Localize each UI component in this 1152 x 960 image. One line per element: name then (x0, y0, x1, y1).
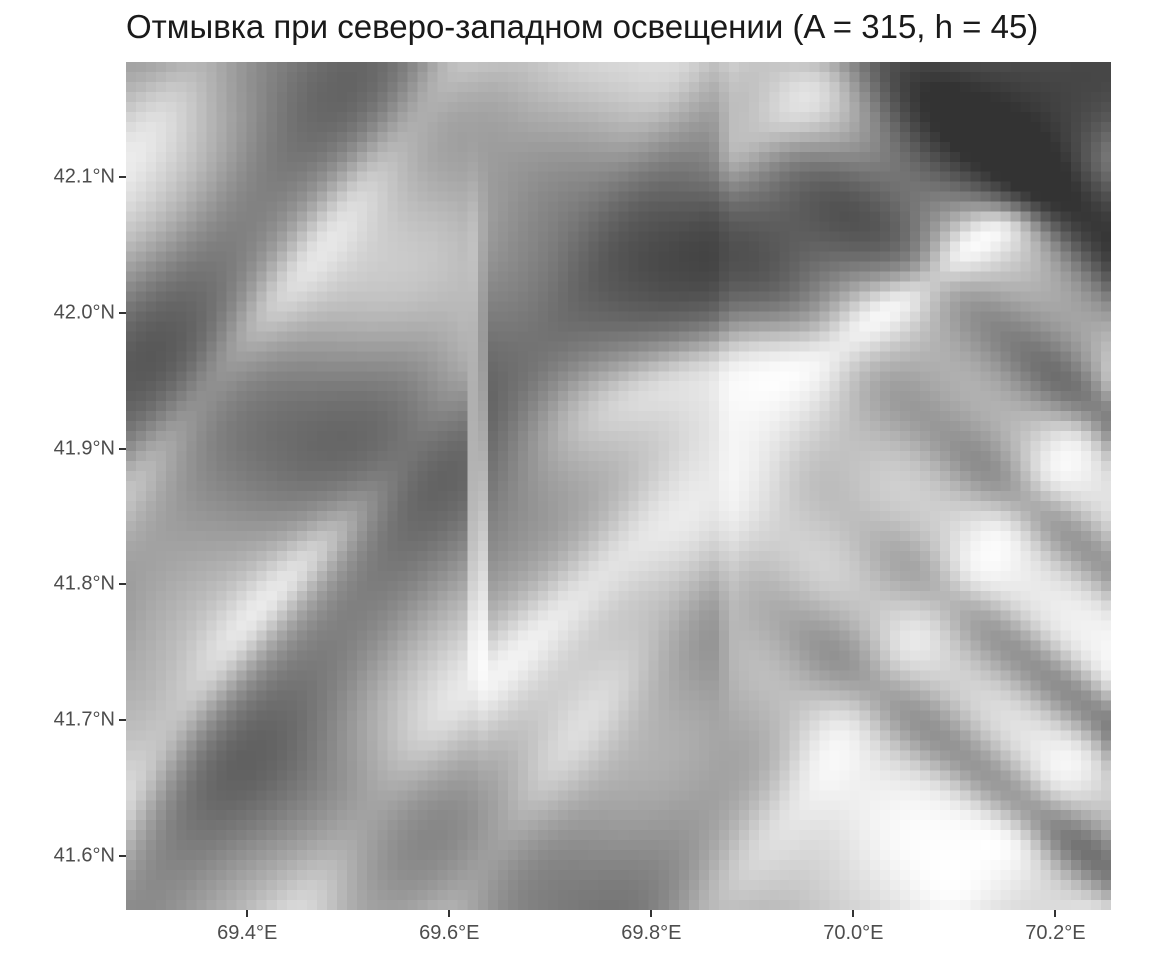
x-tick-label: 69.8°E (621, 922, 682, 944)
y-tick-label: 41.8°N (53, 572, 115, 595)
x-tick-mark (1054, 910, 1057, 917)
y-tick-mark (119, 854, 126, 857)
hillshade-raster (126, 62, 1111, 910)
y-tick-label: 41.7°N (53, 708, 115, 731)
x-tick-mark (448, 910, 451, 917)
y-tick-label: 41.9°N (53, 437, 115, 460)
y-tick-label: 41.6°N (53, 844, 115, 867)
y-tick-mark (119, 719, 126, 722)
x-tick-label: 69.6°E (419, 922, 480, 944)
x-tick-label: 70.2°E (1025, 922, 1086, 944)
y-tick-mark (119, 312, 126, 314)
x-tick-mark (852, 910, 855, 917)
x-tick-label: 69.4°E (217, 922, 278, 944)
hillshade-map (126, 62, 1111, 910)
y-tick-mark (119, 447, 126, 450)
x-tick-mark (650, 910, 653, 917)
y-tick-mark (119, 583, 126, 586)
map-title: Отмывка при северо-западном освещении (A… (126, 8, 1039, 45)
y-tick-label: 42.1°N (53, 165, 115, 188)
y-tick-mark (119, 176, 126, 179)
x-tick-label: 70.0°E (823, 922, 884, 944)
x-tick-mark (246, 910, 249, 917)
y-tick-label: 42.0°N (53, 301, 115, 324)
